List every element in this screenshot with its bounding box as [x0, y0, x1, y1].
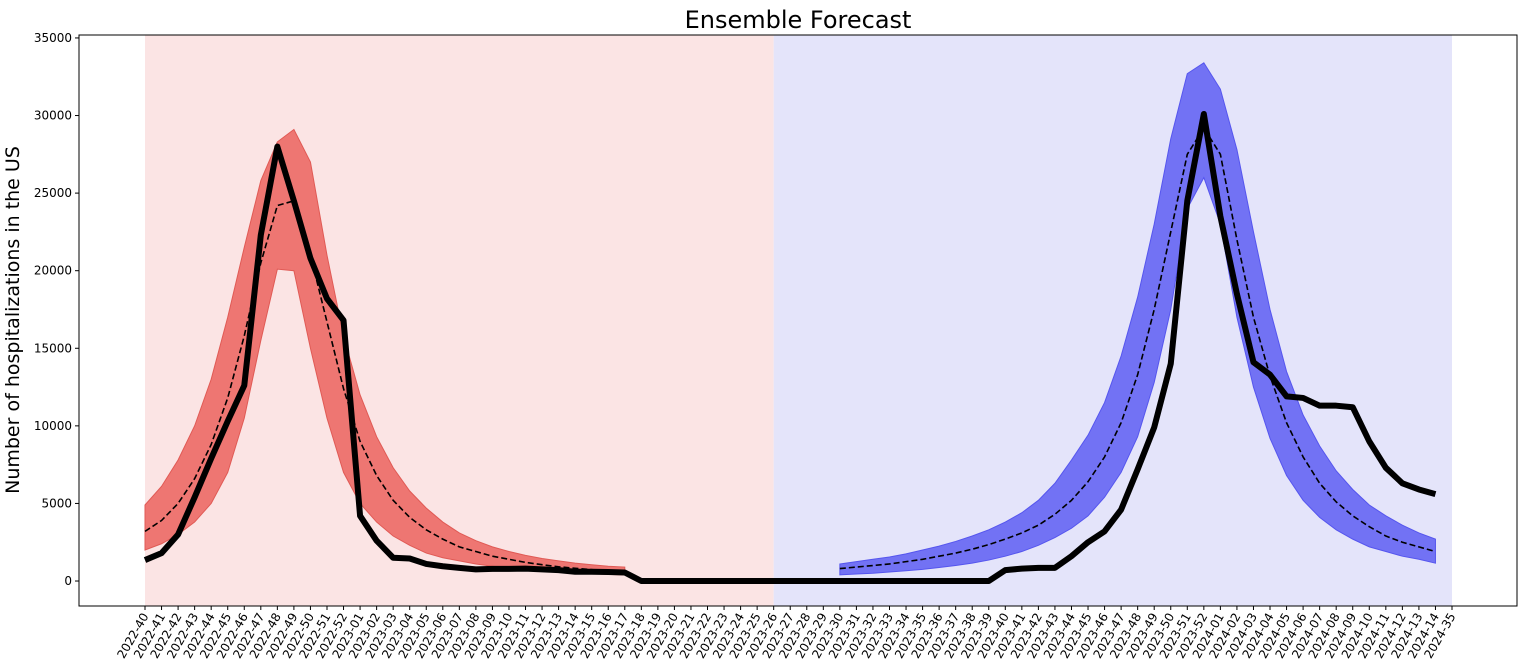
y-tick-label: 30000 [34, 109, 72, 123]
y-tick-label: 25000 [34, 186, 72, 200]
y-tick-label: 20000 [34, 264, 72, 278]
observed-line [143, 110, 1437, 585]
y-tick-label: 10000 [34, 419, 72, 433]
y-tick-label: 0 [64, 574, 72, 588]
median-line [144, 127, 1436, 573]
y-tick-label: 5000 [41, 496, 72, 510]
chart-title: Ensemble Forecast [685, 6, 912, 34]
y-tick-label: 35000 [34, 31, 72, 45]
plot-frame [78, 34, 1518, 607]
y-tick-label: 15000 [34, 341, 72, 355]
forecast-band [839, 62, 1436, 576]
y-axis-label: Number of hospitalizations in the US [2, 146, 24, 494]
